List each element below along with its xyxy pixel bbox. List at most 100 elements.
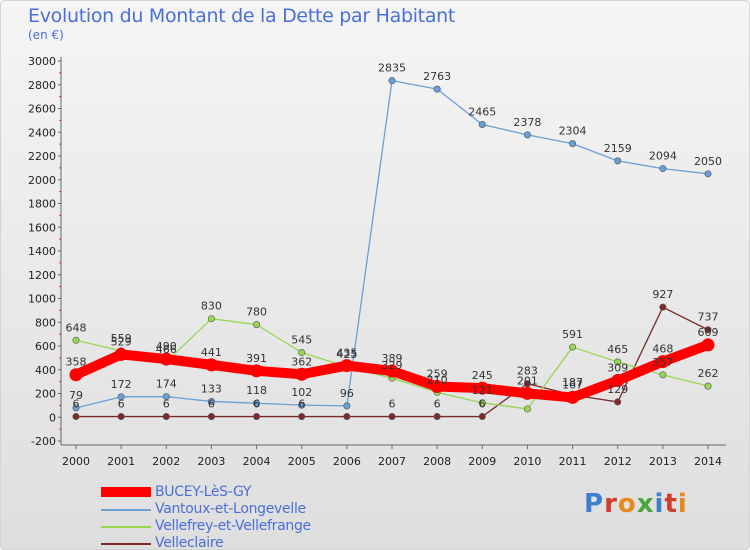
data-label: 609 <box>698 326 719 339</box>
data-point <box>520 386 534 400</box>
y-tick-label: 2000 <box>28 174 56 187</box>
legend-item-velleclaire: Velleclaire <box>101 535 361 550</box>
x-tick-label: 2000 <box>62 455 90 468</box>
data-point <box>569 343 577 351</box>
x-tick-label: 2005 <box>288 455 316 468</box>
series-0 <box>69 338 715 404</box>
data-point <box>478 413 486 421</box>
data-label: 490 <box>156 340 177 353</box>
y-tick-label: 1000 <box>28 293 56 306</box>
data-label: 6 <box>253 398 260 411</box>
data-point <box>72 336 80 344</box>
data-label: 2159 <box>604 142 632 155</box>
data-point <box>614 157 622 165</box>
data-label: 79 <box>69 389 83 402</box>
x-tick-label: 2012 <box>604 455 632 468</box>
data-point <box>385 364 399 378</box>
data-label: 425 <box>336 348 357 361</box>
data-point <box>72 404 80 412</box>
data-label: 309 <box>607 362 628 375</box>
x-tick-label: 2007 <box>378 455 406 468</box>
data-label: 357 <box>652 356 673 369</box>
y-tick-label: 0 <box>49 411 56 424</box>
data-label: 465 <box>607 343 628 356</box>
data-label: 466 <box>156 343 177 356</box>
data-label: 6 <box>118 398 125 411</box>
data-labels-layer: 358 529 490 441 391 362 435 389 259 245 201 167 309 4… <box>66 62 723 411</box>
logo-letter: r <box>604 489 618 519</box>
data-point <box>523 405 531 413</box>
data-label: 133 <box>201 382 222 395</box>
data-point <box>433 413 441 421</box>
legend-swatch-bucey <box>101 487 151 497</box>
data-label: 210 <box>427 373 448 386</box>
data-point <box>478 121 486 129</box>
data-point <box>523 380 531 388</box>
data-label: 6 <box>208 398 215 411</box>
y-tick-label: 1600 <box>28 221 56 234</box>
x-tick-label: 2010 <box>513 455 541 468</box>
legend: BUCEY-LèS-GY Vantoux-et-Longevelle Velle… <box>101 484 361 550</box>
data-label: 174 <box>156 378 177 391</box>
data-label: 6 <box>479 398 486 411</box>
y-tick-label: 800 <box>35 316 56 329</box>
data-label: 6 <box>73 398 80 411</box>
x-tick-label: 2003 <box>197 455 225 468</box>
data-label: 245 <box>472 369 493 382</box>
legend-item-bucey: BUCEY-LèS-GY <box>101 484 361 501</box>
data-label: 591 <box>562 328 583 341</box>
data-point <box>340 359 354 373</box>
data-point <box>117 413 125 421</box>
data-label: 2304 <box>559 125 587 138</box>
data-label: 329 <box>382 359 403 372</box>
data-label: 362 <box>291 355 312 368</box>
data-label: 2835 <box>378 62 406 75</box>
data-label: 6 <box>389 398 396 411</box>
data-point <box>656 355 670 369</box>
legend-label-vellefrey: Vellefrey-et-Vellefrange <box>155 518 311 534</box>
y-tick-label: 1400 <box>28 245 56 258</box>
y-tick-label: 2600 <box>28 103 56 116</box>
x-tick-label: 2013 <box>649 455 677 468</box>
y-tick-label: 3000 <box>28 55 56 68</box>
data-label: 2378 <box>513 116 541 129</box>
data-point <box>114 347 128 361</box>
data-label: 441 <box>201 346 222 359</box>
y-tick-label: 2400 <box>28 126 56 139</box>
data-point <box>207 413 215 421</box>
logo-letter: P <box>584 489 605 519</box>
data-point <box>72 413 80 421</box>
data-point <box>207 397 215 405</box>
legend-label-velleclaire: Velleclaire <box>155 535 224 550</box>
data-label: 927 <box>652 288 673 301</box>
data-point <box>69 368 83 382</box>
x-tick-label: 2009 <box>468 455 496 468</box>
data-label: 6 <box>298 398 305 411</box>
series-1 <box>72 77 712 412</box>
data-label: 2050 <box>694 155 722 168</box>
data-point <box>343 413 351 421</box>
data-label: 187 <box>562 376 583 389</box>
data-label: 102 <box>291 386 312 399</box>
data-point <box>117 393 125 401</box>
y-tick-label: 600 <box>35 340 56 353</box>
data-point <box>250 364 264 378</box>
legend-label-vantoux: Vantoux-et-Longevelle <box>155 501 306 517</box>
y-tick-label: 2200 <box>28 150 56 163</box>
logo-letter: i <box>677 489 688 519</box>
data-label: 358 <box>66 356 87 369</box>
data-label: 2465 <box>468 106 496 119</box>
data-point <box>162 393 170 401</box>
data-point <box>701 338 715 352</box>
data-label: 172 <box>111 378 132 391</box>
y-tick-label: 2800 <box>28 79 56 92</box>
chart-title: Evolution du Montant de la Dette par Hab… <box>28 5 456 27</box>
data-label: 6 <box>163 398 170 411</box>
data-label: 96 <box>340 387 354 400</box>
x-tick-label: 2001 <box>107 455 135 468</box>
data-point <box>253 413 261 421</box>
x-tick-label: 2006 <box>333 455 361 468</box>
data-point <box>614 358 622 366</box>
legend-item-vantoux: Vantoux-et-Longevelle <box>101 501 361 518</box>
